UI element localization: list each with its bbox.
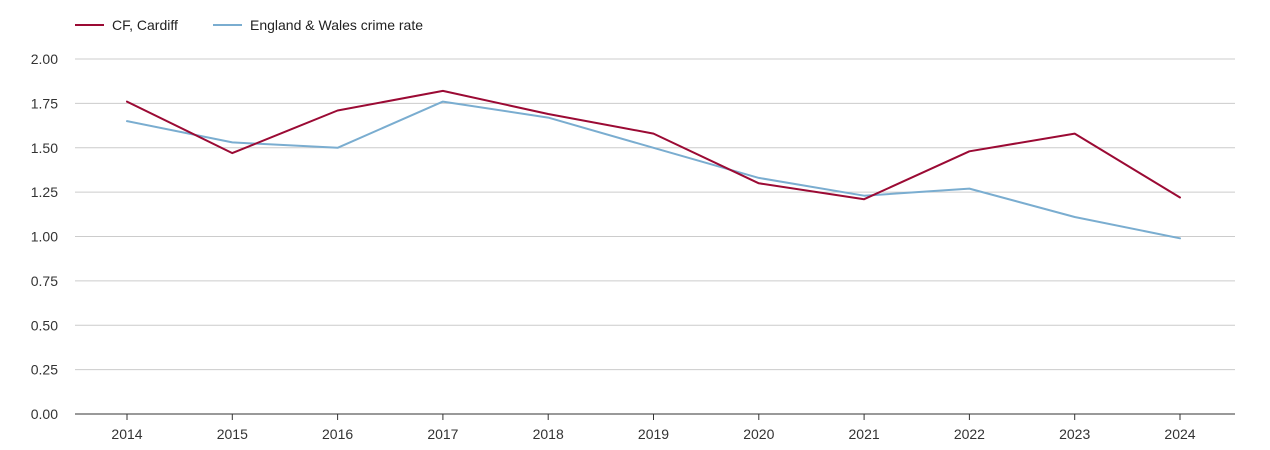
- data-point-england-wales-2022[interactable]: [966, 186, 972, 192]
- series-layer: [124, 88, 1183, 241]
- data-point-cardiff-2024[interactable]: [1177, 194, 1183, 200]
- y-tick-label: 0.75: [31, 273, 58, 289]
- data-point-cardiff-2018[interactable]: [545, 111, 551, 117]
- series-line-cardiff[interactable]: [126, 89, 1181, 201]
- x-tick-label-2021: 2021: [849, 426, 880, 442]
- y-tick-label: 0.25: [31, 362, 58, 378]
- x-tick-label-2020: 2020: [743, 426, 774, 442]
- data-point-cardiff-2023[interactable]: [1072, 131, 1078, 137]
- x-tick-label-2015: 2015: [217, 426, 248, 442]
- data-point-england-wales-2024[interactable]: [1177, 235, 1183, 241]
- data-point-cardiff-2015[interactable]: [229, 150, 235, 156]
- data-point-cardiff-2016[interactable]: [335, 107, 341, 113]
- y-tick-label: 1.50: [31, 140, 58, 156]
- y-tick-label: 1.00: [31, 229, 58, 245]
- data-point-england-wales-2023[interactable]: [1072, 214, 1078, 220]
- data-point-cardiff-2021[interactable]: [861, 196, 867, 202]
- y-tick-label: 1.25: [31, 184, 58, 200]
- legend-label-england-wales: England & Wales crime rate: [250, 17, 423, 33]
- y-tick-label: 2.00: [31, 51, 58, 67]
- x-tick-label-2023: 2023: [1059, 426, 1090, 442]
- data-point-cardiff-2019[interactable]: [651, 131, 657, 137]
- legend-item-england-wales[interactable]: England & Wales crime rate: [213, 17, 423, 33]
- data-point-england-wales-2017[interactable]: [440, 99, 446, 105]
- legend: CF, Cardiff England & Wales crime rate: [75, 17, 423, 33]
- legend-item-cardiff[interactable]: CF, Cardiff: [75, 17, 178, 33]
- data-point-england-wales-2020[interactable]: [756, 175, 762, 181]
- data-point-cardiff-2014[interactable]: [124, 99, 130, 105]
- series-line-england-wales[interactable]: [126, 100, 1181, 240]
- x-tick-label-2014: 2014: [111, 426, 142, 442]
- x-tick-label-2016: 2016: [322, 426, 353, 442]
- data-point-england-wales-2014[interactable]: [124, 118, 130, 124]
- data-point-england-wales-2019[interactable]: [651, 145, 657, 151]
- y-axis: 0.00 0.25 0.50 0.75 1.00 1.25 1.50 1.75 2.00: [31, 51, 58, 422]
- data-point-england-wales-2015[interactable]: [229, 139, 235, 145]
- x-tick-label-2018: 2018: [533, 426, 564, 442]
- x-axis: 2014 2015 2016 2017 2018 2019 2020 2021 2022 2023…: [75, 413, 1235, 442]
- data-point-cardiff-2017[interactable]: [440, 88, 446, 94]
- data-point-cardiff-2022[interactable]: [966, 148, 972, 154]
- x-tick-label-2019: 2019: [638, 426, 669, 442]
- y-tick-label: 0.00: [31, 406, 58, 422]
- legend-label-cardiff: CF, Cardiff: [112, 17, 178, 33]
- y-tick-label: 1.75: [31, 95, 58, 111]
- x-tick-label-2022: 2022: [954, 426, 985, 442]
- x-tick-label-2024: 2024: [1164, 426, 1195, 442]
- data-point-cardiff-2020[interactable]: [756, 180, 762, 186]
- y-tick-label: 0.50: [31, 317, 58, 333]
- x-tick-label-2017: 2017: [427, 426, 458, 442]
- data-point-england-wales-2016[interactable]: [335, 145, 341, 151]
- gridlines: [75, 58, 1235, 371]
